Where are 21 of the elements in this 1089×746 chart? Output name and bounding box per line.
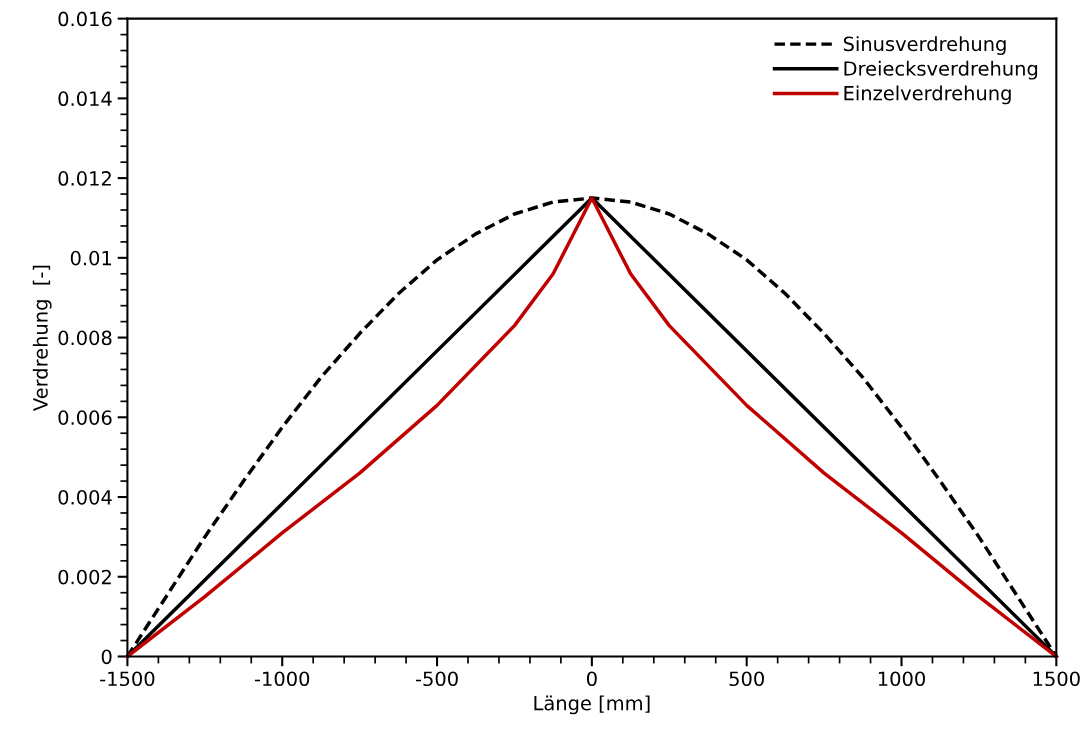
x-tick-label: 1000 bbox=[878, 671, 925, 687]
x-tick-label: -1500 bbox=[100, 671, 155, 687]
x-axis-title: Länge [mm] bbox=[534, 695, 650, 715]
y-tick-label: 0 bbox=[101, 649, 112, 665]
y-tick-label: 0.002 bbox=[58, 569, 111, 585]
y-tick-label: 0.01 bbox=[70, 250, 112, 266]
y-tick-label: 0.006 bbox=[58, 410, 112, 425]
y-tick-label: 0.014 bbox=[58, 91, 112, 107]
legend-label: Einzelverdrehung bbox=[844, 85, 1011, 105]
x-tick-label: -500 bbox=[415, 671, 458, 687]
y-tick-label: 0.012 bbox=[58, 171, 111, 186]
y-tick-label: 0.008 bbox=[58, 330, 112, 346]
x-tick-label: 0 bbox=[586, 671, 597, 687]
legend-label: Sinusverdrehung bbox=[843, 36, 1006, 55]
x-tick-label: 500 bbox=[729, 671, 764, 687]
legend-label: Dreiecksverdrehung bbox=[844, 60, 1038, 80]
x-tick-label: -1000 bbox=[254, 671, 310, 687]
y-tick-label: 0.004 bbox=[58, 489, 112, 505]
y-tick-label: 0.016 bbox=[58, 11, 112, 27]
x-tick-label: 1500 bbox=[1033, 671, 1080, 687]
y-axis-title: Verdrehung [-] bbox=[32, 265, 52, 411]
